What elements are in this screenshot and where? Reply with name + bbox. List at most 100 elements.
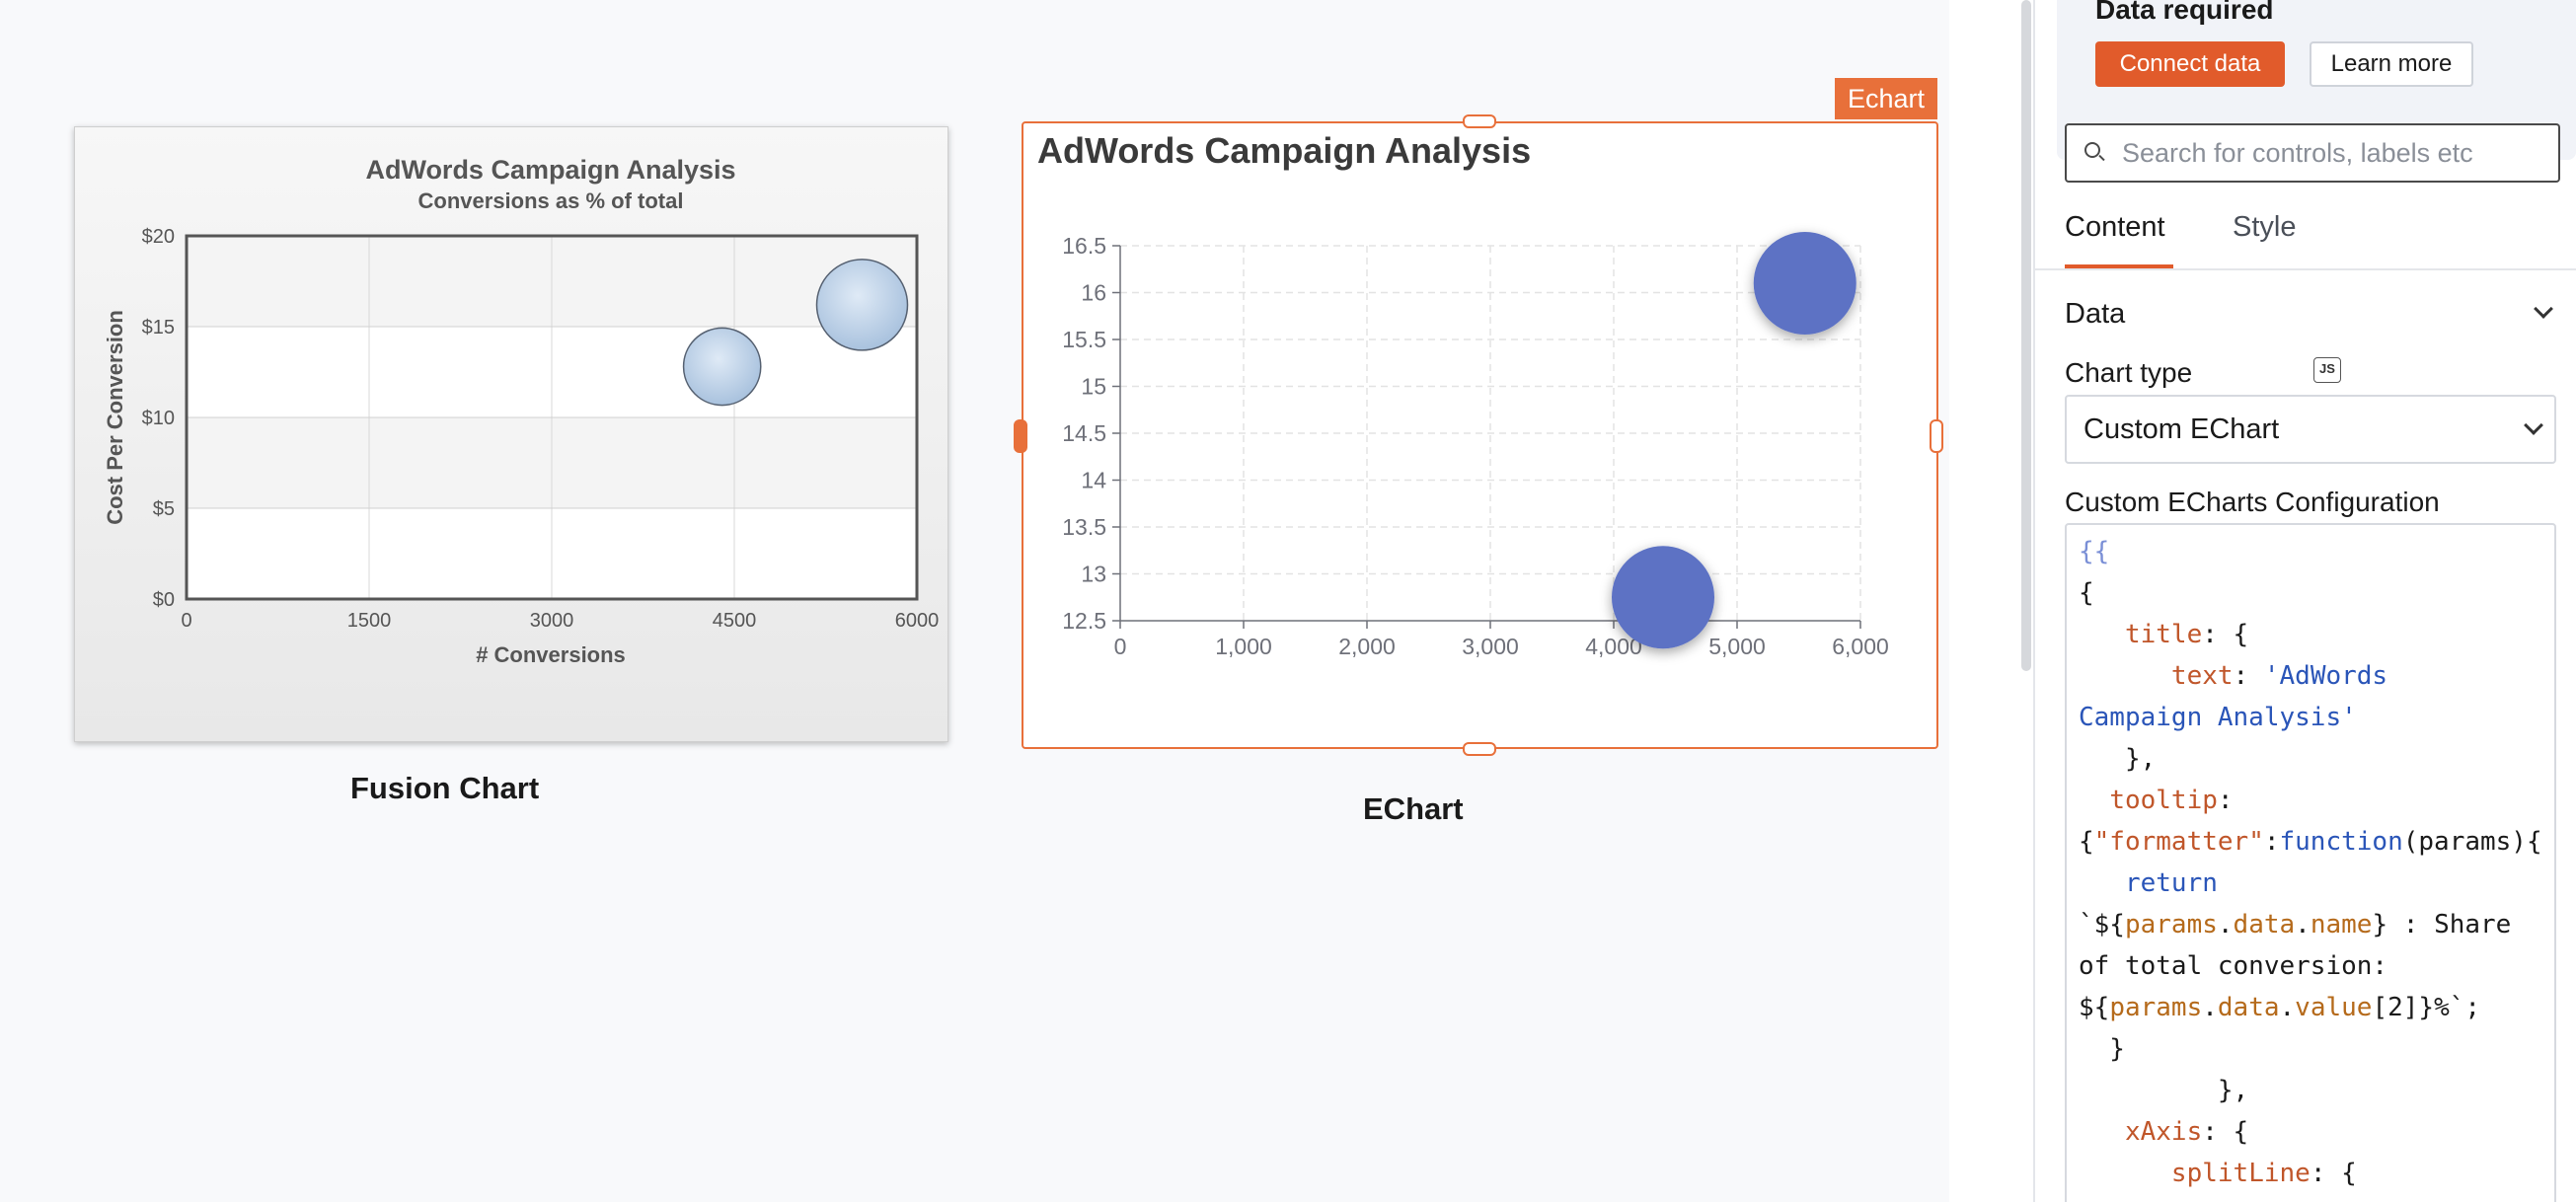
echart-label: EChart: [1363, 791, 1464, 826]
resize-handle-bottom[interactable]: [1463, 742, 1496, 756]
code-line[interactable]: },: [2079, 744, 2156, 774]
code-token: [2079, 1159, 2171, 1188]
code-line[interactable]: xAxis: {: [2079, 1117, 2248, 1147]
canvas-gutter: [1949, 0, 2033, 1202]
connect-data-button[interactable]: Connect data: [2095, 41, 2285, 87]
tab-style[interactable]: Style: [2233, 211, 2297, 243]
code-token: Campaign Analysis': [2079, 703, 2357, 732]
code-line[interactable]: title: {: [2079, 620, 2248, 649]
echart-svg: AdWords Campaign Analysis 0 1,000 2,000 3,00…: [1037, 130, 1889, 659]
chevron-down-icon: [2524, 415, 2543, 435]
fusion-chart-label: Fusion Chart: [350, 771, 540, 805]
code-token: "formatter": [2093, 827, 2264, 857]
code-line[interactable]: `${params.data.name} : Share: [2079, 910, 2511, 939]
learn-more-button[interactable]: Learn more: [2310, 41, 2473, 87]
code-token: : {: [2202, 620, 2249, 649]
echart-x-tick-label: 1,000: [1215, 634, 1272, 659]
code-line[interactable]: return: [2079, 868, 2218, 898]
echart-x-tick-label: 0: [1114, 634, 1127, 659]
chart-type-select[interactable]: Custom EChart: [2065, 395, 2556, 464]
data-section-title[interactable]: Data: [2065, 298, 2126, 330]
fusion-x-tick-label: 1500: [347, 610, 392, 632]
echart-title: AdWords Campaign Analysis: [1037, 130, 1531, 171]
resize-handle-right[interactable]: [1930, 419, 1943, 453]
search-icon: [2084, 142, 2100, 158]
code-token: of total conversion:: [2079, 951, 2388, 981]
echart-y-tick-label: 13: [1081, 562, 1106, 587]
property-pane: Data required Connect data Learn more Co…: [2035, 0, 2576, 1202]
code-token: : {: [2310, 1159, 2357, 1188]
code-token: tooltip: [2109, 786, 2218, 815]
code-editor[interactable]: {{{ title: { text: 'AdWords Campaign Anal…: [2065, 523, 2556, 1202]
fusion-y-tick-label: $20: [142, 226, 175, 248]
js-toggle-button[interactable]: JS: [2313, 357, 2341, 383]
chart-type-value: Custom EChart: [2084, 413, 2280, 445]
code-token: },: [2079, 744, 2157, 774]
active-tab-indicator: [2065, 264, 2173, 268]
code-line[interactable]: {: [2079, 578, 2094, 608]
echart-x-tick-label: 2,000: [1338, 634, 1396, 659]
echart-y-tick-label: 16.5: [1062, 233, 1106, 259]
config-label: Custom ECharts Configuration: [2065, 487, 2440, 517]
code-token: splitLine: [2170, 1159, 2311, 1188]
echart-y-tick-label: 14.5: [1062, 420, 1106, 446]
fusion-chart-widget[interactable]: AdWords Campaign Analysis Conversions as …: [74, 126, 948, 742]
resize-handle-top[interactable]: [1463, 114, 1496, 128]
code-line[interactable]: text: 'AdWords: [2079, 661, 2387, 691]
search-input[interactable]: [2120, 133, 2548, 173]
code-line[interactable]: of total conversion:: [2079, 951, 2387, 981]
code-line[interactable]: }: [2079, 1034, 2125, 1064]
echart-bubble: [1612, 546, 1714, 649]
code-token: {: [2079, 578, 2094, 608]
echart-y-tick-label: 13.5: [1062, 514, 1106, 540]
code-token: return: [2124, 868, 2218, 898]
code-token: {{: [2079, 537, 2110, 566]
echart-widget-tag[interactable]: Echart: [1835, 78, 1938, 119]
fusion-y-tick-label: $15: [142, 317, 175, 338]
code-token: .: [2202, 993, 2218, 1022]
code-token: ${: [2079, 993, 2110, 1022]
code-line[interactable]: },: [2079, 1076, 2248, 1105]
fusion-x-tick-label: 4500: [713, 610, 757, 632]
resize-handle-left[interactable]: [1014, 419, 1027, 453]
code-token: :: [2217, 786, 2234, 815]
code-token: [2079, 786, 2109, 815]
search-box[interactable]: [2065, 123, 2560, 183]
code-token: function: [2279, 827, 2403, 857]
chart-type-label: Chart type: [2065, 357, 2193, 388]
code-token: }: [2079, 1034, 2125, 1064]
chevron-down-icon[interactable]: [2534, 299, 2553, 319]
code-line[interactable]: splitLine: {: [2079, 1159, 2357, 1188]
fusion-x-axis-label: # Conversions: [476, 642, 626, 667]
code-line[interactable]: ${params.data.value[2]}%`;: [2079, 993, 2480, 1022]
panel-divider[interactable]: [2033, 0, 2035, 1202]
code-line[interactable]: tooltip:: [2079, 786, 2234, 815]
echart-bubble: [1753, 232, 1856, 335]
code-token: :: [2233, 661, 2264, 691]
fusion-chart-subtitle: Conversions as % of total: [418, 188, 684, 213]
fusion-x-tick-label: 0: [181, 610, 191, 632]
tabs-divider: [2035, 268, 2576, 270]
code-token: `${: [2079, 910, 2125, 939]
fusion-y-tick-label: $5: [153, 498, 175, 520]
code-token: [2079, 620, 2125, 649]
code-token: 'AdWords: [2263, 661, 2388, 691]
fusion-bubble: [682, 327, 762, 407]
code-line[interactable]: Campaign Analysis': [2079, 703, 2357, 732]
code-token: .: [2279, 993, 2296, 1022]
code-token: .: [2295, 910, 2311, 939]
echart-y-tick-label: 15: [1081, 374, 1106, 400]
fusion-y-tick-label: $10: [142, 408, 175, 429]
tab-content[interactable]: Content: [2065, 211, 2165, 243]
code-token: [2]}%`;: [2372, 993, 2481, 1022]
code-token: },: [2079, 1076, 2249, 1105]
echart-widget[interactable]: AdWords Campaign Analysis 0 1,000 2,000 3,00…: [1022, 121, 1938, 749]
canvas-scrollbar[interactable]: [2021, 0, 2031, 671]
fusion-plot-border: [185, 234, 919, 601]
code-token: xAxis: [2124, 1117, 2203, 1147]
code-line[interactable]: {{: [2079, 537, 2109, 566]
fusion-chart-svg: AdWords Campaign Analysis Conversions as …: [103, 155, 939, 667]
code-token: } : Share: [2372, 910, 2512, 939]
code-line[interactable]: {"formatter":function(params){: [2079, 827, 2542, 857]
echart-y-tick-label: 15.5: [1062, 327, 1106, 352]
